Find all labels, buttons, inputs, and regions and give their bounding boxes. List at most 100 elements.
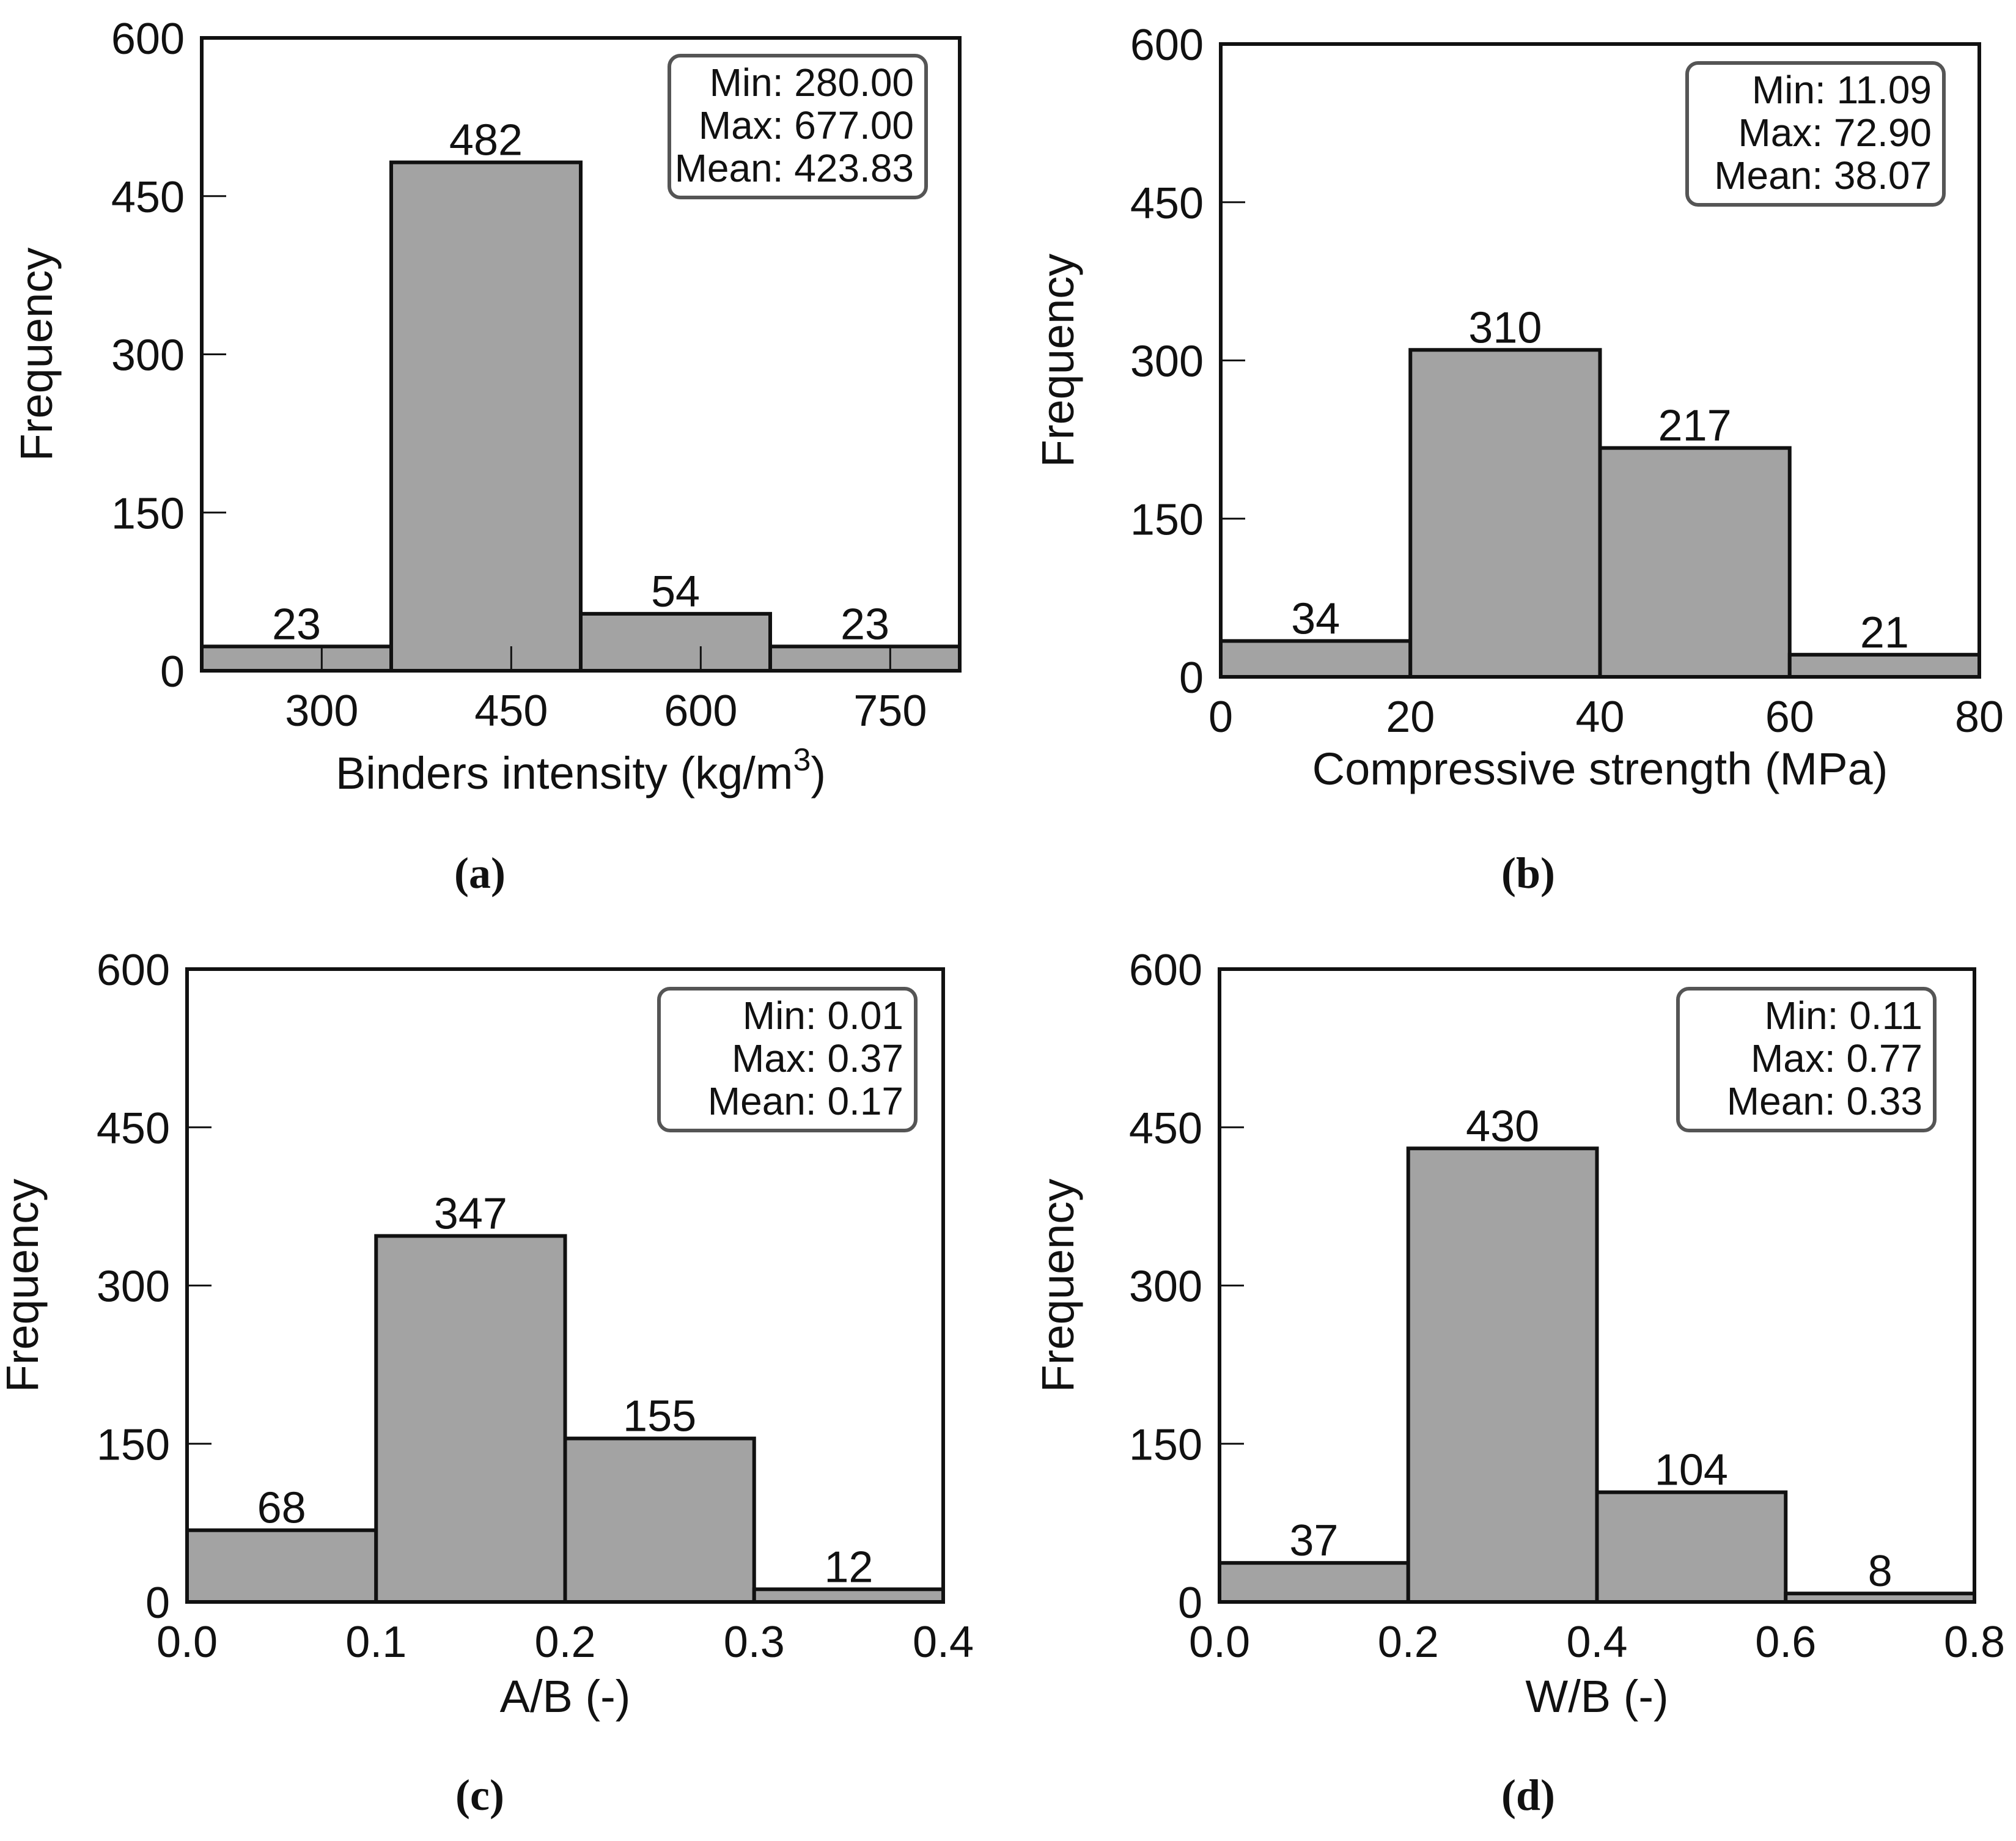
x-tick-label: 0.1 xyxy=(345,1618,407,1667)
x-tick-label: 0 xyxy=(1208,693,1233,742)
y-tick-label: 600 xyxy=(1130,21,1204,70)
stats-box xyxy=(657,987,918,1132)
stats-max: Max: 677.00 xyxy=(699,103,914,147)
x-tick-label: 0.2 xyxy=(534,1618,595,1667)
x-tick-label: 0.6 xyxy=(1755,1618,1816,1667)
y-tick-label: 0 xyxy=(1179,654,1204,703)
bar-count-label: 21 xyxy=(1860,608,1909,657)
stats-mean: Mean: 0.17 xyxy=(708,1079,903,1123)
x-tick-label: 750 xyxy=(853,687,927,736)
x-axis-label: Compressive strength (MPa) xyxy=(1312,743,1888,794)
x-tick-label: 20 xyxy=(1386,693,1435,742)
bar-count-label: 217 xyxy=(1658,402,1732,451)
y-tick-label: 300 xyxy=(1130,338,1204,386)
bar-count-label: 347 xyxy=(434,1189,507,1238)
stats-min: Min: 0.11 xyxy=(1765,994,1923,1038)
bar-count-label: 37 xyxy=(1289,1516,1338,1565)
stats-box xyxy=(1676,987,1937,1132)
y-axis-label: Frequency xyxy=(11,248,62,462)
y-axis-label: Frequency xyxy=(1032,1179,1083,1393)
y-tick-label: 450 xyxy=(111,173,185,222)
stats-max: Max: 72.90 xyxy=(1738,111,1932,155)
bar-count-label: 34 xyxy=(1291,594,1340,643)
x-axis-label: W/B (-) xyxy=(1525,1671,1668,1722)
panel-caption: (b) xyxy=(1501,849,1555,898)
stats-min: Min: 280.00 xyxy=(710,61,914,105)
stats-max: Max: 0.77 xyxy=(1751,1036,1922,1080)
histogram-bar xyxy=(1406,1146,1599,1604)
panel-wb-ratio: 37 430 104 8 0.0 0.2 0.4 0.6 0.8 0 150 300 450 600 Fre… xyxy=(1032,946,2005,1820)
stats-mean: Mean: 423.83 xyxy=(675,146,914,190)
y-tick-label: 300 xyxy=(111,331,185,380)
histogram-bar xyxy=(200,644,393,673)
y-tick-label: 300 xyxy=(97,1263,170,1312)
panel-caption: (c) xyxy=(455,1771,504,1820)
x-tick-label: 80 xyxy=(1955,693,2004,742)
x-tick-label: 0.4 xyxy=(913,1618,974,1667)
bar-count-label: 104 xyxy=(1655,1446,1728,1495)
panel-binders-intensity: 23 482 54 23 300 450 600 750 0 150 300 450 600 Freque… xyxy=(11,15,962,898)
y-tick-label: 600 xyxy=(1129,946,1202,995)
panel-caption: (d) xyxy=(1501,1771,1555,1820)
y-tick-label: 450 xyxy=(1129,1104,1202,1153)
y-tick-label: 300 xyxy=(1129,1263,1202,1312)
stats-max: Max: 0.37 xyxy=(732,1036,903,1080)
stats-box xyxy=(1685,61,1946,207)
y-axis-label: Frequency xyxy=(1032,254,1083,468)
y-tick-label: 0 xyxy=(145,1579,170,1628)
histogram-bar xyxy=(1219,639,1413,679)
x-tick-label: 0.0 xyxy=(1189,1618,1250,1667)
y-axis-label: Frequency xyxy=(0,1179,48,1393)
x-tick-label: 60 xyxy=(1765,693,1814,742)
stats-min: Min: 0.01 xyxy=(743,994,903,1038)
stats-mean: Mean: 0.33 xyxy=(1727,1079,1922,1123)
bar-count-label: 482 xyxy=(449,116,523,165)
x-tick-label: 600 xyxy=(664,687,737,736)
bar-count-label: 430 xyxy=(1466,1102,1539,1151)
y-tick-label: 450 xyxy=(97,1104,170,1153)
x-tick-label: 0.2 xyxy=(1378,1618,1439,1667)
x-tick-label: 40 xyxy=(1575,693,1624,742)
x-tick-label: 0.8 xyxy=(1944,1618,2005,1667)
y-tick-label: 450 xyxy=(1130,179,1204,228)
histogram-bar xyxy=(579,611,772,673)
histogram-bar xyxy=(768,644,962,673)
x-axis-label: A/B (-) xyxy=(500,1671,631,1722)
bar-count-label: 23 xyxy=(841,600,889,649)
plot-frame xyxy=(200,36,962,673)
bar-count-label: 155 xyxy=(623,1392,696,1441)
histogram-bar xyxy=(563,1436,756,1604)
histogram-bar xyxy=(1408,348,1602,679)
y-tick-label: 600 xyxy=(111,15,185,64)
panel-ab-ratio: 68 347 155 12 0.0 0.1 0.2 0.3 0.4 0 150 300 450 600 Fr… xyxy=(0,946,974,1820)
y-tick-label: 600 xyxy=(97,946,170,995)
histogram-bar xyxy=(1787,652,1981,679)
panel-compressive-strength: 34 310 217 21 0 20 40 60 80 0 150 300 450 600 Frequenc… xyxy=(1032,21,2004,898)
histogram-bar xyxy=(1595,1490,1788,1604)
bar-count-label: 8 xyxy=(1868,1547,1893,1596)
y-tick-label: 150 xyxy=(1130,495,1204,544)
stats-min: Min: 11.09 xyxy=(1752,68,1932,112)
y-tick-label: 0 xyxy=(160,647,185,696)
bar-count-label: 54 xyxy=(651,567,700,616)
bar-count-label: 310 xyxy=(1468,303,1542,352)
panel-caption: (a) xyxy=(454,849,506,898)
histogram-bar xyxy=(389,160,583,673)
x-axis-label: Binders intensity (kg/m3) xyxy=(336,742,826,799)
bar-count-label: 68 xyxy=(257,1484,306,1533)
histogram-bar xyxy=(374,1234,567,1604)
y-tick-label: 150 xyxy=(111,489,185,538)
stats-mean: Mean: 38.07 xyxy=(1714,153,1932,197)
x-tick-label: 450 xyxy=(474,687,548,736)
y-tick-label: 0 xyxy=(1178,1579,1202,1628)
histogram-bar xyxy=(185,1528,378,1604)
stats-box xyxy=(668,54,928,199)
bar-count-label: 23 xyxy=(272,600,321,649)
plot-frame xyxy=(185,967,945,1604)
x-tick-label: 0.3 xyxy=(724,1618,785,1667)
x-tick-label: 300 xyxy=(285,687,358,736)
histogram-bar xyxy=(1218,1561,1410,1604)
plot-frame xyxy=(1219,42,1981,679)
histogram-bar xyxy=(1598,446,1792,679)
